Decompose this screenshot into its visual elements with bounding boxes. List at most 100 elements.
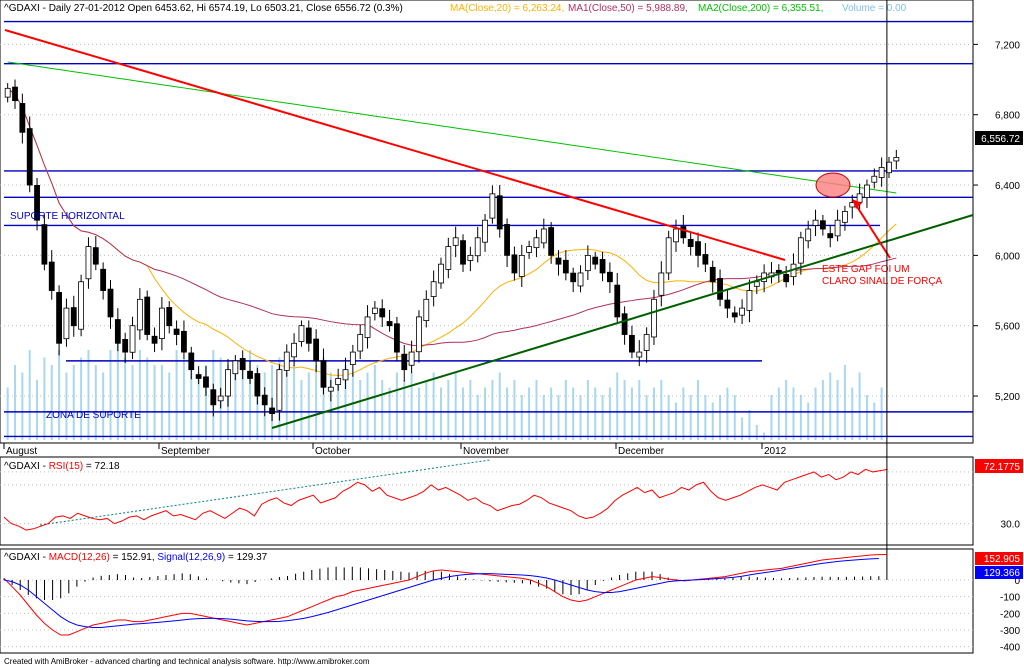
downtrend-line [4,29,786,261]
candle-down [607,271,613,283]
candle-down [41,224,48,265]
volume-bar [498,372,501,440]
candle-down [122,339,129,353]
header-volume: Volume = 0.00 [842,3,907,14]
candle-down [379,308,386,318]
volume-bar [138,350,141,440]
rsi-panel [0,456,974,546]
candle-up [129,325,136,353]
candle-up [577,272,584,287]
candle-down [511,254,518,274]
candle-up [584,254,591,272]
candle-up [518,254,525,277]
volume-bar [733,395,736,440]
month-label: November [463,446,510,457]
header-ma200: MA2(Close,200) = 6,355.51, [698,3,823,14]
annotation-zona-suporte: ZONA DE SUPORTE [46,410,141,421]
price-axis: 5,200 5,600 6,000 6,400 6,800 7,200 [973,40,1020,403]
volume-bar [579,395,582,440]
macd-title: ^GDAXI - MACD(12,26) = 152.91, Signal(12… [4,552,268,563]
candle-down [26,128,33,186]
volume-bar [711,402,714,440]
ma200-line [7,61,897,194]
signal-line [3,558,879,628]
candle-down [702,254,709,265]
volume-bar [638,380,641,440]
candle-up [357,334,364,352]
last-close-box [975,131,1023,145]
volume-bar [204,365,207,440]
candle-up [438,263,444,284]
volume-bar [58,350,61,440]
candle-up [364,316,371,338]
candle-up [739,307,745,316]
macd-prefix: ^GDAXI - [4,552,49,563]
rsi-title: ^GDAXI - RSI(15) = 72.18 [4,461,120,472]
candle-down [305,327,312,344]
volume-bar [65,372,68,440]
volume-bar [836,380,839,440]
candle-up [4,87,11,98]
candle-up [482,219,488,243]
volume-bar [829,372,832,440]
candle-up [85,246,92,280]
macd-tick-label: -300 [1000,626,1020,637]
volume-bar [682,387,685,440]
candle-down [210,389,217,406]
candle-up [467,254,474,261]
candle-down [548,227,555,256]
candle-down [34,184,40,221]
candle-up [136,298,143,331]
volume-bar [564,380,567,440]
volume-bar [14,365,17,440]
month-label: October [315,446,351,457]
volume-bar [293,365,296,440]
macd-axis: 0 -100 -200 -300 -400 [1000,576,1020,654]
candle-down [92,247,99,265]
volume-bar [432,372,435,440]
rsi-line [3,468,888,531]
volume-bar [366,372,369,440]
candle-down [504,224,510,256]
price-tick-label: 6,000 [995,251,1020,262]
volume-bar [645,395,648,440]
annotation-suporte-horizontal: SUPORTE HORIZONTAL [10,211,125,222]
candle-up [856,193,863,203]
candle-up [408,351,415,366]
volume-bar [542,395,545,440]
candle-down [687,238,694,247]
ma50-line [7,87,897,347]
candle-up [540,228,547,244]
volume-bar [160,365,163,440]
rsi-last-label: 72.1775 [984,462,1021,473]
candle-up [805,228,812,242]
candle-down [100,268,107,291]
volume-bar [36,380,39,440]
candle-down [562,259,569,274]
volume-bar [381,380,384,440]
candle-up [445,246,452,270]
macd-name: MACD(12,26) [49,552,110,563]
volume-bar [630,387,633,440]
volume-bar [476,395,479,440]
volume-bar [146,357,149,440]
volume-bar [395,372,398,440]
candle-down [188,352,195,371]
candle-down [107,288,114,318]
header-symbol: ^GDAXI - Daily 27-01-2012 Open 6453.62, … [4,3,403,14]
volume-bar [550,387,553,440]
candle-up [474,237,481,257]
candle-down [819,220,826,230]
price-tick-label: 5,600 [995,322,1020,333]
candle-down [827,233,834,239]
volume-bar [799,395,802,440]
volume-bar [388,387,391,440]
candle-up [78,281,85,330]
volume-bar [506,387,509,440]
candle-down [695,241,701,256]
volume-bar [491,380,494,440]
candle-up [349,351,356,365]
volume-bar [6,387,9,440]
volume-bar [843,365,846,440]
price-tick-label: 7,200 [995,40,1020,51]
